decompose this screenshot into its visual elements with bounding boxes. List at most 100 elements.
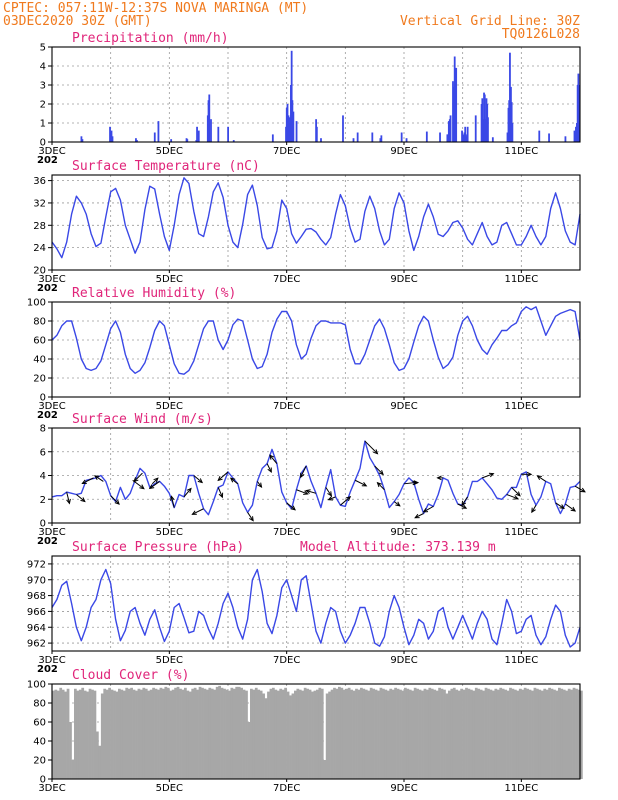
wind-arrow — [461, 496, 468, 507]
cloud-bar — [382, 688, 385, 779]
wind-arrow-shaft — [325, 487, 332, 497]
cloud-bar — [448, 690, 451, 779]
cloud-bar — [428, 687, 432, 779]
x-tick-label: 7DEC — [273, 783, 300, 794]
cloud-bar — [147, 690, 151, 779]
wind-arrow-head — [139, 484, 145, 490]
wind-arrow-head — [513, 495, 519, 500]
year-label: 202 — [37, 283, 58, 294]
cloud-bar — [533, 687, 537, 779]
cloud-bar — [460, 688, 463, 779]
wind-arrow — [536, 475, 547, 482]
cloud-bar — [560, 688, 564, 779]
wind-arrow-head — [461, 504, 468, 509]
wind-arrow — [76, 494, 86, 503]
x-tick-label: 11DEC — [504, 527, 538, 538]
cloud-bar — [140, 689, 143, 779]
wind-arrow-head — [218, 492, 224, 499]
wind-arrow-shaft — [555, 502, 565, 509]
x-tick-label: 9DEC — [390, 146, 417, 157]
cloud-bar — [61, 689, 65, 779]
cloud-bar — [364, 689, 368, 779]
precip-bar — [111, 136, 114, 142]
wind-arrow-head — [217, 476, 223, 482]
cloud-bar — [100, 693, 104, 779]
x-tick-label: 11DEC — [504, 401, 538, 412]
x-tick-label: 5DEC — [156, 527, 183, 538]
cloud-bar — [215, 686, 219, 779]
y-tick-label: 100 — [27, 680, 46, 691]
wind-arrow-shaft — [247, 512, 254, 521]
cloud-bar — [540, 690, 544, 779]
cloud-bar — [294, 690, 297, 779]
panel-subtitle-pres: Model Altitude: 373.139 m — [300, 540, 496, 555]
precip-bar — [487, 117, 489, 142]
precip-bar — [577, 73, 580, 142]
cloud-bar — [252, 689, 256, 779]
cloud-bar — [316, 689, 319, 779]
wind-arrow-head — [305, 489, 311, 494]
cloud-bar — [340, 687, 344, 779]
cloud-bar — [421, 690, 424, 779]
cloud-bar — [105, 689, 109, 779]
wind-arrow-head — [413, 480, 420, 486]
wind-arrow — [93, 475, 104, 482]
cloud-bar — [325, 693, 329, 779]
precip-bar — [511, 123, 514, 142]
cloud-bar — [279, 688, 283, 779]
precip-bar — [482, 119, 484, 142]
x-tick-label: 7DEC — [273, 527, 300, 538]
cloud-bar — [330, 689, 334, 779]
cloud-bar — [193, 687, 197, 779]
wind-arrow-head — [303, 490, 309, 495]
cloud-bar — [489, 689, 493, 779]
wind-arrow-head — [536, 475, 542, 480]
cloud-bar — [355, 688, 358, 779]
wind-arrow — [531, 504, 537, 514]
cloud-bar — [74, 688, 77, 779]
wind-arrow-shaft — [193, 475, 203, 483]
x-tick-label: 9DEC — [390, 401, 417, 412]
y-tick-label: 80 — [33, 699, 46, 710]
x-tick-label: 5DEC — [156, 274, 183, 285]
wind-arrow — [170, 495, 175, 508]
wind-arrow — [457, 503, 468, 509]
cloud-bar — [543, 688, 547, 779]
cloud-bar — [443, 689, 446, 779]
cloud-bar — [445, 693, 449, 779]
precip-bar — [449, 115, 452, 142]
wind-arrow-head — [559, 504, 565, 510]
cloud-bar — [347, 687, 351, 779]
wind-arrow-head — [515, 491, 521, 497]
cloud-bar — [93, 690, 97, 779]
cloud-bar — [350, 689, 353, 779]
cloud-bar — [247, 722, 251, 779]
cloud-bar — [96, 731, 99, 779]
wind-line — [51, 440, 581, 516]
wind-arrow — [269, 454, 278, 464]
y-tick-label: 4 — [40, 471, 46, 482]
precip-bar — [286, 104, 289, 142]
wind-arrow-head — [290, 505, 296, 511]
x-tick-label: 9DEC — [390, 274, 417, 285]
cloud-bar — [531, 690, 534, 779]
wind-arrow-head — [66, 498, 71, 505]
cloud-bar — [135, 690, 138, 779]
cloud-bar — [298, 689, 302, 779]
wind-arrow-head — [300, 472, 305, 479]
cloud-bar — [137, 688, 141, 779]
wind-arrow — [183, 487, 192, 498]
cloud-bar — [149, 689, 153, 779]
panel-title-precip: Precipitation (mm/h) — [72, 31, 229, 46]
wind-arrow-shaft — [461, 496, 468, 506]
cloud-bar — [157, 689, 160, 779]
cloud-bar — [281, 689, 285, 779]
wind-arrow — [256, 481, 263, 488]
wind-arrow-shaft — [364, 440, 378, 455]
precip-bar — [474, 115, 477, 142]
cloud-bar — [374, 689, 378, 779]
x-tick-label: 9DEC — [390, 655, 417, 666]
cloud-bar — [210, 688, 214, 779]
precip-bar — [466, 126, 469, 142]
cloud-bar — [389, 688, 393, 779]
